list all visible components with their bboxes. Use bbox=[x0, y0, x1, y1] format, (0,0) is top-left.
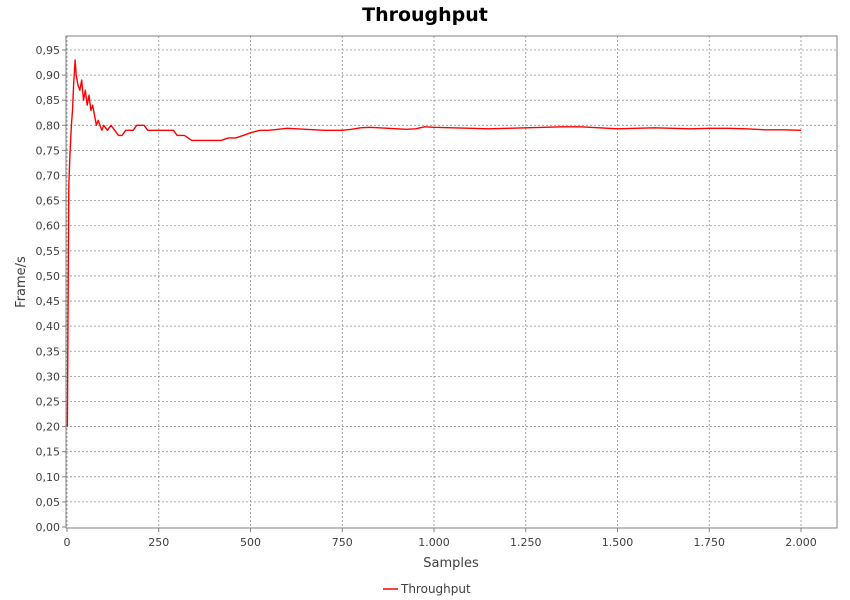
y-tick-label: 0,35 bbox=[36, 345, 61, 358]
y-tick-label: 0,20 bbox=[36, 421, 61, 434]
y-tick-label: 0,05 bbox=[36, 496, 61, 509]
y-tick-label: 0,10 bbox=[36, 471, 61, 484]
y-tick-label: 0,00 bbox=[36, 521, 61, 534]
y-tick-label: 0,55 bbox=[36, 245, 61, 258]
x-axis-label: Samples bbox=[423, 556, 479, 571]
y-tick-label: 0,15 bbox=[36, 446, 61, 459]
x-tick-label: 1.250 bbox=[510, 536, 542, 549]
legend-label-throughput: Throughput bbox=[400, 582, 471, 596]
y-tick-label: 0,60 bbox=[36, 220, 61, 233]
y-tick-label: 0,85 bbox=[36, 94, 61, 107]
y-tick-label: 0,45 bbox=[36, 295, 61, 308]
x-tick-label: 250 bbox=[148, 536, 169, 549]
y-tick-label: 0,40 bbox=[36, 320, 61, 333]
y-tick-label: 0,70 bbox=[36, 170, 61, 183]
y-axis-label: Frame/s bbox=[14, 256, 29, 308]
x-tick-label: 750 bbox=[332, 536, 353, 549]
x-tick-label: 500 bbox=[240, 536, 261, 549]
y-tick-label: 0,65 bbox=[36, 195, 61, 208]
y-tick-label: 0,25 bbox=[36, 395, 61, 408]
series-layer bbox=[66, 59, 802, 427]
x-tick-label: 2.000 bbox=[785, 536, 817, 549]
chart-title: Throughput bbox=[362, 4, 488, 26]
axes: 0,00 0,05 0,10 0,15 0,20 0,25 0,30 0,35 0,40 0,45… bbox=[36, 44, 817, 549]
grid-lines bbox=[66, 36, 837, 528]
y-tick-label: 0,80 bbox=[36, 119, 61, 132]
x-tick-label: 1.500 bbox=[602, 536, 634, 549]
plot-area bbox=[65, 35, 838, 529]
x-tick-label: 1.000 bbox=[418, 536, 450, 549]
y-tick-label: 0,90 bbox=[36, 69, 61, 82]
x-tick-label: 1.750 bbox=[694, 536, 726, 549]
legend: Throughput bbox=[383, 582, 471, 596]
y-tick-label: 0,75 bbox=[36, 144, 61, 157]
y-tick-label: 0,95 bbox=[36, 44, 61, 57]
x-tick-label: 0 bbox=[64, 536, 71, 549]
series-line-throughput bbox=[66, 59, 802, 427]
y-tick-label: 0,30 bbox=[36, 370, 61, 383]
y-tick-label: 0,50 bbox=[36, 270, 61, 283]
